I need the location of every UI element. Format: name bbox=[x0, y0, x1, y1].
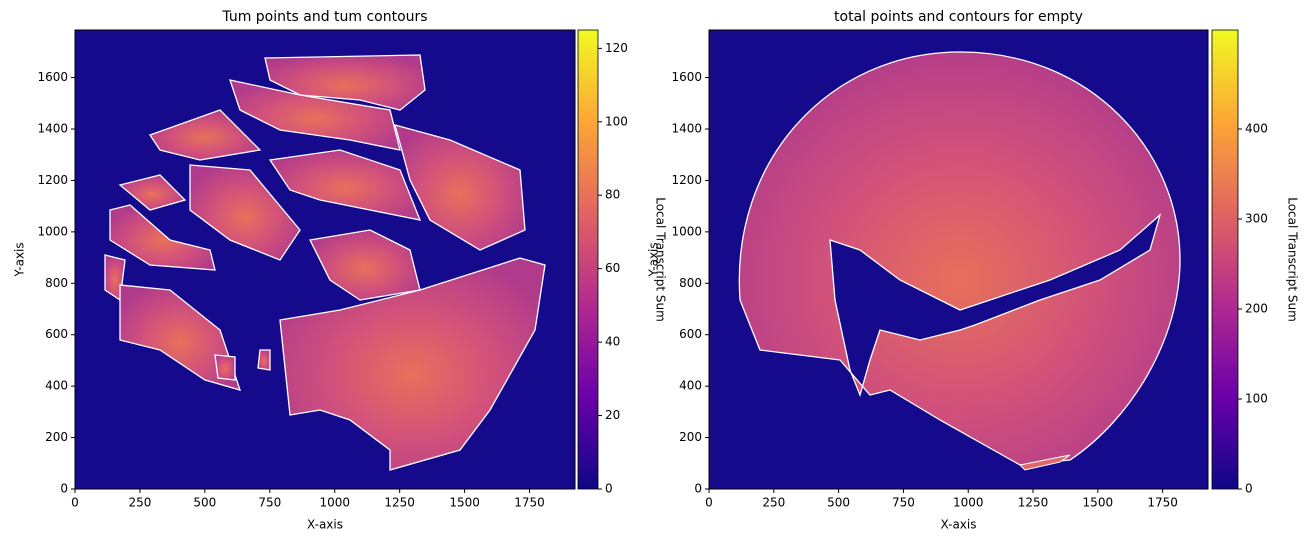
colorbar bbox=[577, 29, 599, 490]
tissue-fragment bbox=[1018, 454, 1071, 471]
y-tick-label: 1400 bbox=[37, 122, 68, 136]
x-tick-label: 500 bbox=[827, 496, 850, 510]
colorbar-tick-label: 120 bbox=[605, 41, 628, 55]
y-tick-label: 200 bbox=[45, 430, 68, 444]
x-tick-label: 1250 bbox=[384, 496, 415, 510]
y-tick-label: 1400 bbox=[671, 122, 702, 136]
x-tick-label: 1000 bbox=[953, 496, 984, 510]
y-axis-label: Y-axis bbox=[647, 242, 661, 277]
y-tick-label: 1200 bbox=[671, 173, 702, 187]
y-tick-label: 400 bbox=[679, 379, 702, 393]
colorbar-tick-label: 100 bbox=[605, 114, 628, 128]
y-tick-label: 1600 bbox=[671, 70, 702, 84]
colorbar-tick-label: 300 bbox=[1245, 212, 1268, 226]
tissue-region bbox=[738, 51, 1181, 466]
y-tick-label: 600 bbox=[45, 327, 68, 341]
colorbar-label: Local Transcript Sum bbox=[654, 197, 668, 322]
colorbar-tick-label: 40 bbox=[605, 335, 620, 349]
y-axis-label: Y-axis bbox=[13, 242, 27, 277]
colorbar-tick-label: 100 bbox=[1245, 392, 1268, 406]
y-tick-label: 1000 bbox=[37, 224, 68, 238]
y-tick-label: 0 bbox=[694, 482, 702, 496]
x-tick-label: 250 bbox=[762, 496, 785, 510]
x-tick-label: 750 bbox=[258, 496, 281, 510]
chart-title: total points and contours for empty bbox=[834, 9, 1083, 25]
x-axis-label: X-axis bbox=[941, 518, 977, 532]
chart-title: Tum points and tum contours bbox=[221, 9, 427, 25]
x-tick-label: 1500 bbox=[1083, 496, 1114, 510]
colorbar bbox=[1211, 29, 1239, 490]
colorbar-tick-label: 0 bbox=[1245, 482, 1253, 496]
plot-frame bbox=[74, 29, 576, 490]
colorbar-tick-label: 60 bbox=[605, 261, 620, 275]
colorbar-tick-label: 0 bbox=[605, 482, 613, 496]
x-tick-label: 1500 bbox=[449, 496, 480, 510]
x-tick-label: 1000 bbox=[319, 496, 350, 510]
y-tick-label: 600 bbox=[679, 327, 702, 341]
y-tick-label: 400 bbox=[45, 379, 68, 393]
y-tick-label: 0 bbox=[60, 482, 68, 496]
y-tick-label: 800 bbox=[679, 276, 702, 290]
colorbar-tick-label: 200 bbox=[1245, 302, 1268, 316]
y-tick-label: 200 bbox=[679, 430, 702, 444]
colorbar-label: Local Transcript Sum bbox=[1286, 197, 1300, 322]
x-tick-label: 1250 bbox=[1018, 496, 1049, 510]
x-tick-label: 1750 bbox=[1147, 496, 1178, 510]
x-tick-label: 0 bbox=[71, 496, 79, 510]
x-tick-label: 750 bbox=[892, 496, 915, 510]
x-tick-label: 1750 bbox=[514, 496, 545, 510]
plot-frame bbox=[708, 29, 1209, 490]
colorbar-tick-label: 400 bbox=[1245, 122, 1268, 136]
y-tick-label: 800 bbox=[45, 276, 68, 290]
y-tick-label: 1600 bbox=[37, 70, 68, 84]
colorbar-tick-label: 20 bbox=[605, 408, 620, 422]
tissue-regions bbox=[104, 54, 546, 471]
x-tick-label: 0 bbox=[705, 496, 713, 510]
x-tick-label: 250 bbox=[128, 496, 151, 510]
y-tick-label: 1000 bbox=[671, 224, 702, 238]
x-axis-label: X-axis bbox=[307, 518, 343, 532]
x-tick-label: 500 bbox=[193, 496, 216, 510]
colorbar-tick-label: 80 bbox=[605, 188, 620, 202]
y-tick-label: 1200 bbox=[37, 173, 68, 187]
